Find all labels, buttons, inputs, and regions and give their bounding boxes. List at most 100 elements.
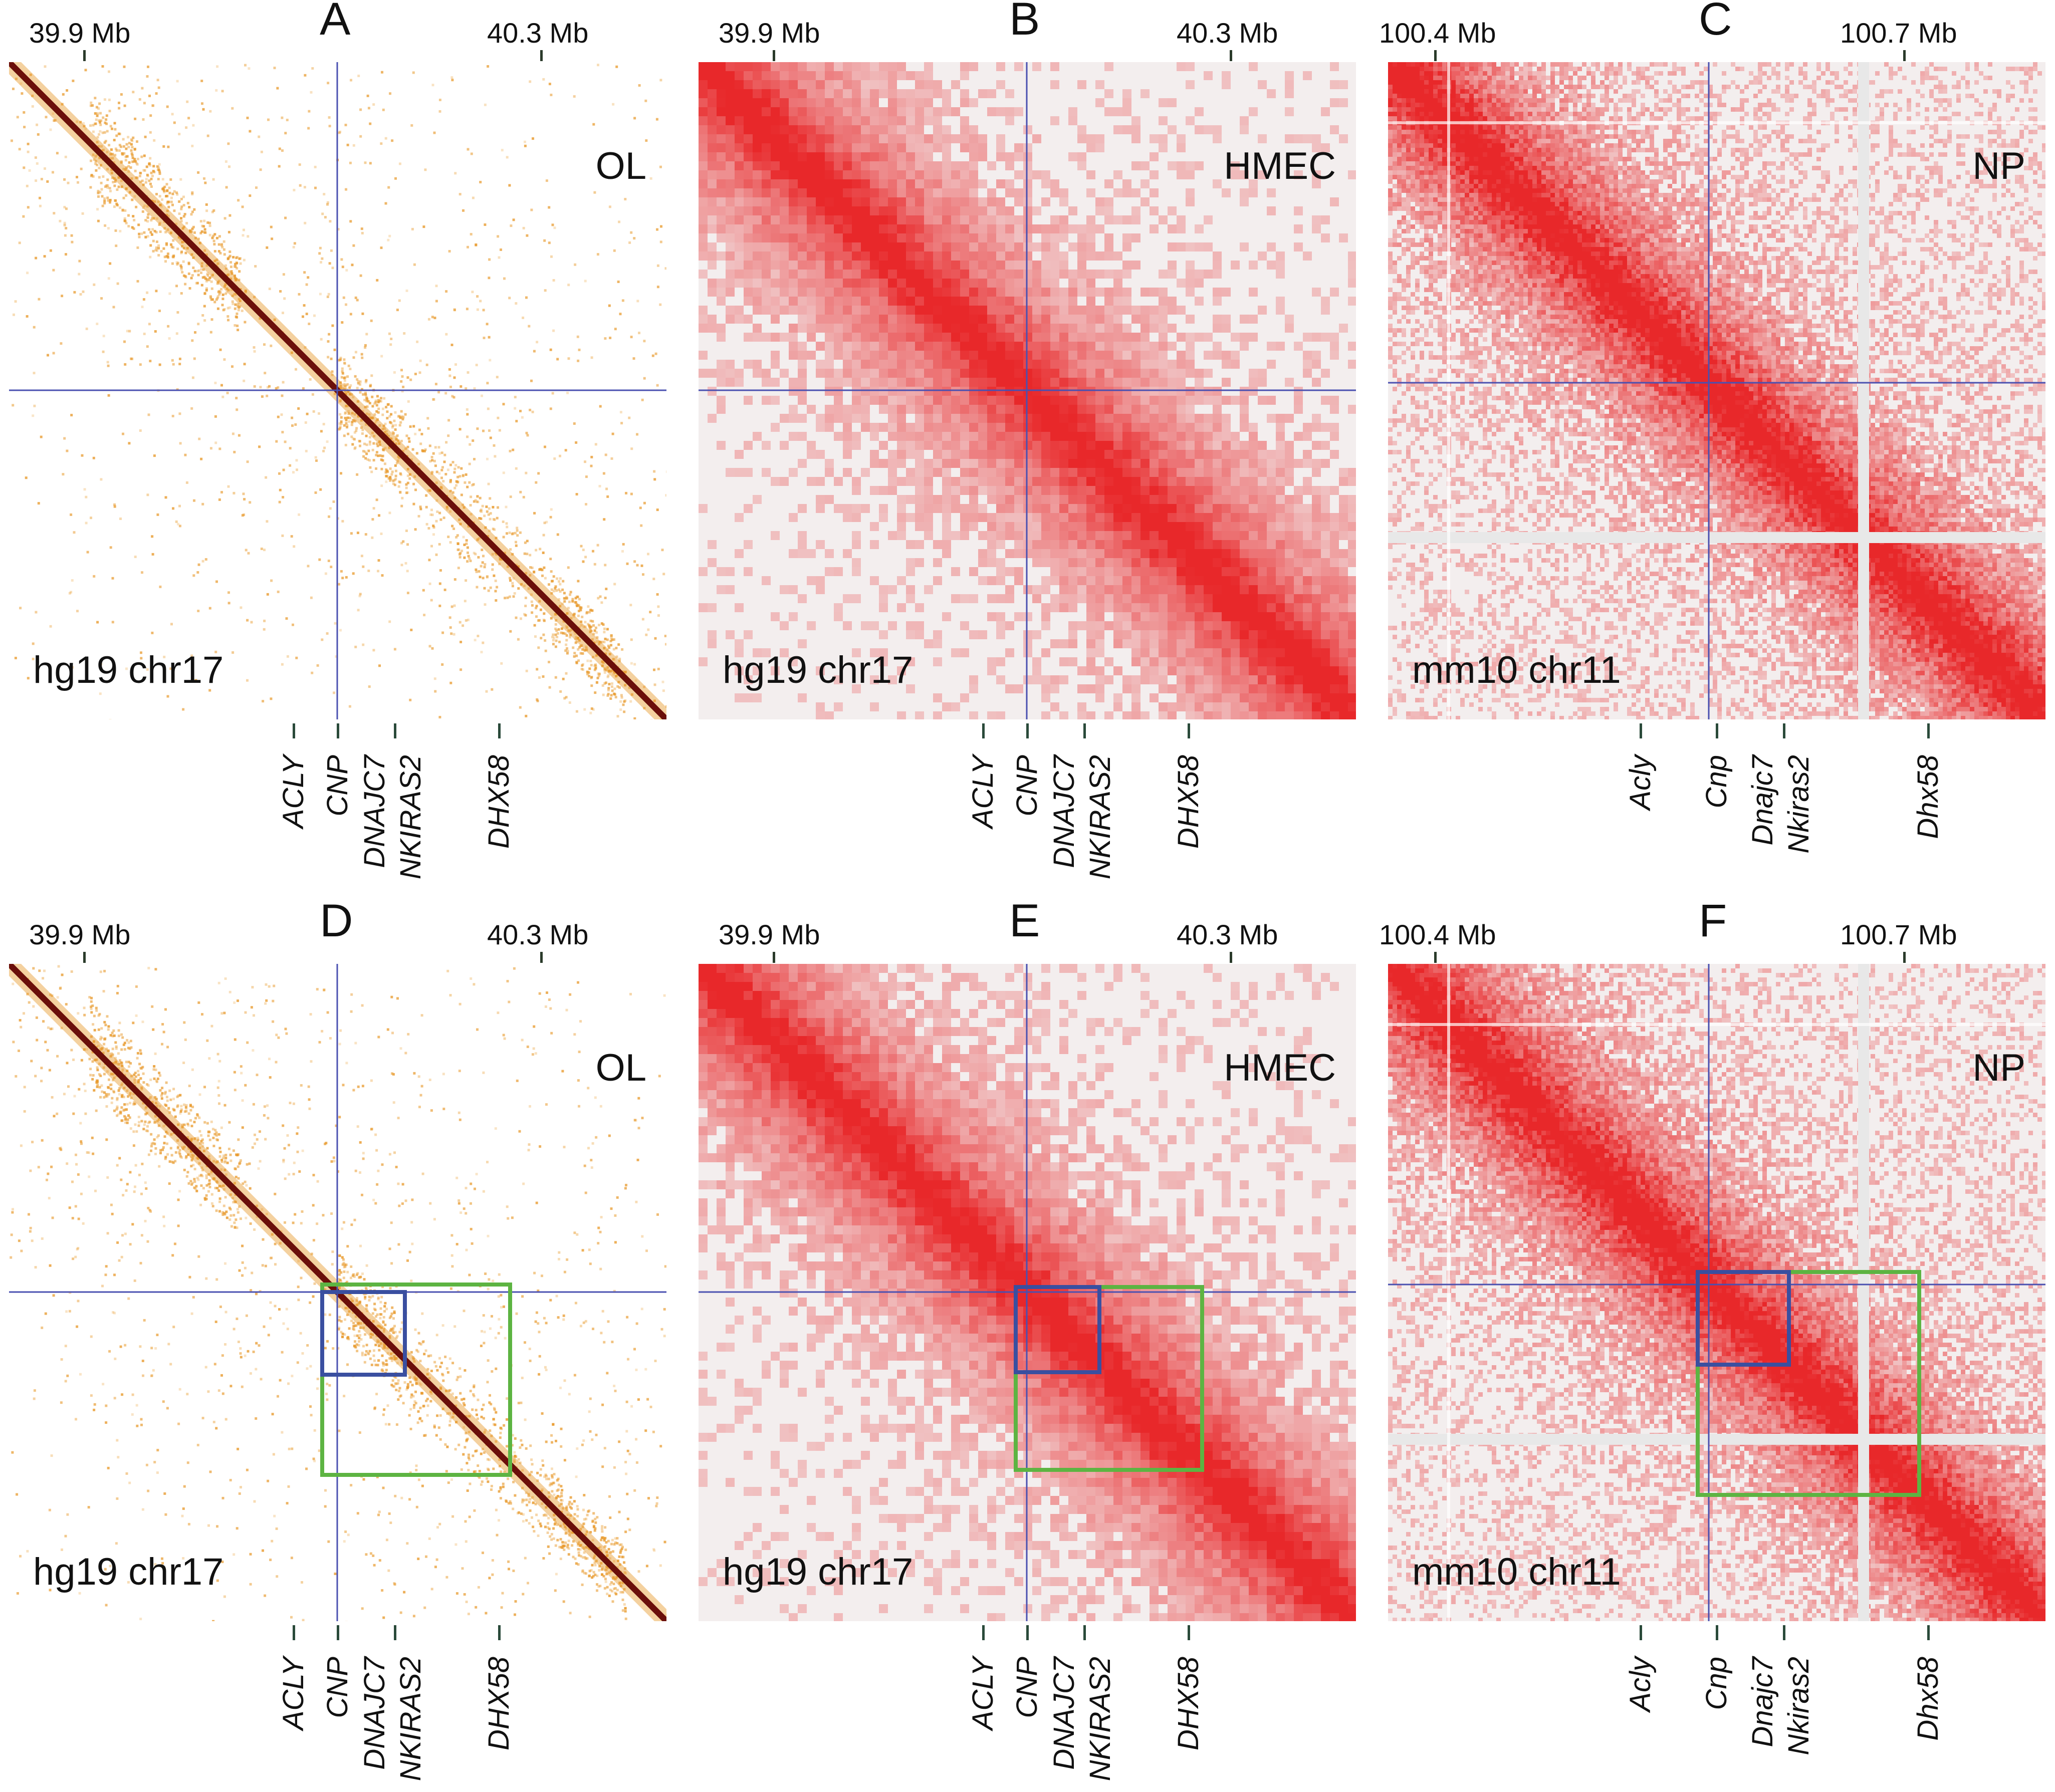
unmappable-stripe <box>1447 964 1450 1621</box>
left-coordinate-label: 39.9 Mb <box>29 921 130 949</box>
gene-label-acly: ACLY <box>279 755 308 890</box>
right-coordinate-label: 100.7 Mb <box>1840 921 1957 949</box>
right-coordinate-label: 40.3 Mb <box>1177 921 1278 949</box>
gene-label-dnajc7: Dnajc7 <box>1748 1657 1777 1792</box>
gene-tick <box>1026 723 1029 738</box>
gene-tick <box>1083 723 1086 738</box>
panel-a: A 39.9 Mb 40.3 Mb OL hg19 chr17 ACLY CNP… <box>0 0 666 882</box>
right-coordinate-tick <box>1903 50 1906 61</box>
assembly-label: hg19 chr17 <box>723 651 913 689</box>
gene-label-nkiras2: NKIRAS2 <box>396 1657 425 1792</box>
gene-tick <box>1640 1625 1642 1640</box>
gene-tick <box>1188 1625 1190 1640</box>
unmappable-stripe <box>1447 62 1450 719</box>
gene-label-dhx58: Dhx58 <box>1914 755 1943 890</box>
left-coordinate-tick <box>83 50 86 61</box>
left-coordinate-tick <box>83 952 86 963</box>
contact-heatmap <box>1388 964 2045 1621</box>
gene-label-dnajc7: DNAJC7 <box>360 1657 389 1792</box>
contact-heatmap <box>1388 62 2045 719</box>
gene-label-acly: ACLY <box>279 1657 308 1792</box>
panel-letter: C <box>1699 0 1732 42</box>
right-coordinate-tick <box>1230 50 1232 61</box>
gene-label-acly: Acly <box>1626 755 1655 890</box>
gene-label-nkiras2: NKIRAS2 <box>1086 1657 1115 1792</box>
gene-label-dhx58: Dhx58 <box>1914 1657 1943 1792</box>
gene-label-acly: ACLY <box>969 1657 998 1792</box>
gene-tick <box>982 1625 985 1640</box>
gene-label-dnajc7: DNAJC7 <box>1050 755 1079 890</box>
gene-tick <box>1783 1625 1785 1640</box>
gene-tick <box>337 1625 339 1640</box>
gene-tick <box>982 723 985 738</box>
assembly-label: mm10 chr11 <box>1412 651 1621 689</box>
assembly-label: hg19 chr17 <box>33 1553 223 1591</box>
gene-tick <box>1783 723 1785 738</box>
assembly-label: hg19 chr17 <box>33 651 223 689</box>
contact-heatmap <box>9 964 666 1621</box>
contact-map: HMEC hg19 chr17 <box>699 62 1356 719</box>
cell-type-label: OL <box>596 147 646 185</box>
gene-tick <box>394 1625 396 1640</box>
panel-letter: B <box>1009 0 1040 42</box>
left-coordinate-tick <box>1434 50 1437 61</box>
unmappable-stripe <box>1388 1434 2045 1445</box>
assembly-label: hg19 chr17 <box>723 1553 913 1591</box>
left-coordinate-label: 100.4 Mb <box>1379 921 1496 949</box>
gene-label-dnajc7: DNAJC7 <box>1050 1657 1079 1792</box>
panel-letter: E <box>1009 898 1040 944</box>
gene-tick <box>1640 723 1642 738</box>
contact-map: NP mm10 chr11 <box>1388 964 2045 1621</box>
cell-type-label: HMEC <box>1224 1049 1336 1087</box>
right-coordinate-tick <box>1903 952 1906 963</box>
right-coordinate-tick <box>540 952 543 963</box>
gene-label-dhx58: DHX58 <box>485 755 514 890</box>
right-coordinate-label: 40.3 Mb <box>487 19 588 47</box>
gene-tick <box>1927 1625 1930 1640</box>
panel-letter: D <box>320 898 353 944</box>
gene-tick <box>293 1625 295 1640</box>
gene-label-cnp: Cnp <box>1702 755 1731 890</box>
gene-tick <box>1716 1625 1718 1640</box>
gene-label-nkiras2: NKIRAS2 <box>396 755 425 890</box>
gene-label-dnajc7: DNAJC7 <box>360 755 389 890</box>
gene-label-cnp: Cnp <box>1702 1657 1731 1792</box>
right-coordinate-tick <box>1230 952 1232 963</box>
gene-label-acly: ACLY <box>969 755 998 890</box>
contact-map: NP mm10 chr11 <box>1388 62 2045 719</box>
left-coordinate-tick <box>773 50 775 61</box>
left-coordinate-label: 39.9 Mb <box>719 921 820 949</box>
gene-label-nkiras2: Nkiras2 <box>1784 755 1813 890</box>
contact-map: OL hg19 chr17 <box>9 62 666 719</box>
contact-map: OL hg19 chr17 <box>9 964 666 1621</box>
cell-type-label: OL <box>596 1049 646 1087</box>
panel-e: E 39.9 Mb 40.3 Mb HMEC hg19 chr17 ACLY C… <box>690 902 1356 1783</box>
unmappable-stripe <box>1858 62 1869 719</box>
gene-label-dhx58: DHX58 <box>1174 755 1203 890</box>
gene-label-cnp: CNP <box>1013 1657 1042 1792</box>
left-coordinate-label: 39.9 Mb <box>29 19 130 47</box>
gene-label-cnp: CNP <box>1013 755 1042 890</box>
gene-tick <box>337 723 339 738</box>
unmappable-stripe <box>1388 532 2045 543</box>
panel-b: B 39.9 Mb 40.3 Mb HMEC hg19 chr17 ACLY C… <box>690 0 1356 882</box>
gene-tick <box>1026 1625 1029 1640</box>
left-coordinate-label: 39.9 Mb <box>719 19 820 47</box>
left-coordinate-tick <box>1434 952 1437 963</box>
gene-label-cnp: CNP <box>323 1657 352 1792</box>
right-coordinate-label: 40.3 Mb <box>487 921 588 949</box>
left-coordinate-tick <box>773 952 775 963</box>
gene-tick <box>1188 723 1190 738</box>
gene-tick <box>1927 723 1930 738</box>
gene-label-nkiras2: Nkiras2 <box>1784 1657 1813 1792</box>
contact-heatmap <box>9 62 666 719</box>
gene-label-acly: Acly <box>1626 1657 1655 1792</box>
right-coordinate-label: 100.7 Mb <box>1840 19 1957 47</box>
contact-map: HMEC hg19 chr17 <box>699 964 1356 1621</box>
gene-label-dhx58: DHX58 <box>485 1657 514 1792</box>
cell-type-label: HMEC <box>1224 147 1336 185</box>
unmappable-stripe <box>1388 1023 2045 1026</box>
gene-tick <box>394 723 396 738</box>
panel-d: D 39.9 Mb 40.3 Mb OL hg19 chr17 ACLY CNP… <box>0 902 666 1783</box>
gene-tick <box>498 723 501 738</box>
